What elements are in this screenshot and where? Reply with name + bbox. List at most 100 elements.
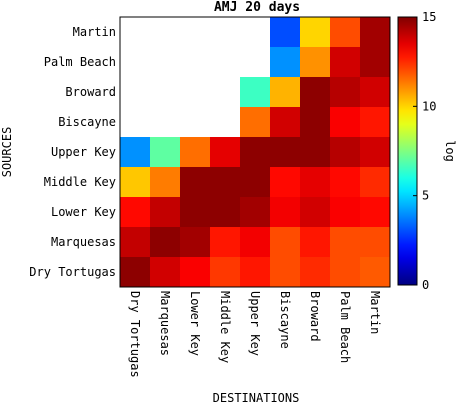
chart-title: AMJ 20 days <box>214 0 300 15</box>
colorbar-tick-label: 10 <box>422 99 436 113</box>
y-tick-label: Martin <box>73 25 116 39</box>
heatmap-cell <box>150 47 181 78</box>
heatmap-cell <box>240 47 271 78</box>
heatmap-cell <box>360 227 391 258</box>
y-tick-label: Dry Tortugas <box>29 265 116 279</box>
heatmap-cell <box>270 197 301 228</box>
heatmap-cell <box>180 197 211 228</box>
heatmap-cell <box>360 77 391 108</box>
y-axis-label: SOURCES <box>0 127 14 178</box>
heatmap-cell <box>150 227 181 258</box>
heatmap-cell <box>270 107 301 138</box>
heatmap-cell <box>240 107 271 138</box>
heatmap-cell <box>240 227 271 258</box>
heatmap-cell <box>360 197 391 228</box>
heatmap-cell <box>360 167 391 198</box>
y-tick-labels: Martin Palm Beach Broward Biscayne Upper Key… <box>29 25 116 279</box>
heatmap-cell <box>120 197 151 228</box>
colorbar-tick-label: 15 <box>422 10 436 24</box>
plot-frame <box>119 16 391 288</box>
heatmap-cell <box>150 137 181 168</box>
heatmap-cell <box>360 107 391 138</box>
heatmap-cell <box>180 47 211 78</box>
colorbar-tick-label: 5 <box>422 189 429 203</box>
heatmap-cell <box>330 167 361 198</box>
y-tick-label: Upper Key <box>51 145 116 159</box>
heatmap-cell <box>300 257 331 288</box>
x-tick-label: Martin <box>368 291 382 334</box>
heatmap-cell <box>210 227 241 258</box>
heatmap-cell <box>120 77 151 108</box>
y-tick-label: Biscayne <box>58 115 116 129</box>
y-tick-label: Lower Key <box>51 205 116 219</box>
heatmap-cell <box>240 17 271 48</box>
heatmap-cell <box>240 77 271 108</box>
heatmap-cell <box>150 167 181 198</box>
heatmap-cell <box>300 137 331 168</box>
heatmap-cell <box>240 137 271 168</box>
x-tick-labels: Dry Tortugas Marquesas Lower Key Middle Key… <box>128 291 382 378</box>
x-axis-label: DESTINATIONS <box>213 391 300 405</box>
heatmap-cell <box>150 197 181 228</box>
heatmap-cell <box>270 47 301 78</box>
heatmap-cell <box>120 137 151 168</box>
heatmap-cell <box>360 257 391 288</box>
heatmap-cell <box>120 107 151 138</box>
y-tick-label: Middle Key <box>44 175 116 189</box>
heatmap-cell <box>330 47 361 78</box>
heatmap-cell <box>300 47 331 78</box>
heatmap-cell <box>360 137 391 168</box>
y-tick-label: Palm Beach <box>44 55 116 69</box>
heatmap-cell <box>210 137 241 168</box>
heatmap-cell <box>210 77 241 108</box>
heatmap-cell <box>300 167 331 198</box>
heatmap-cell <box>180 257 211 288</box>
heatmap-cell <box>150 257 181 288</box>
heatmap-cell <box>150 107 181 138</box>
heatmap-cell <box>300 107 331 138</box>
heatmap-cell <box>330 257 361 288</box>
heatmap-cell <box>300 197 331 228</box>
heatmap-cell <box>180 137 211 168</box>
heatmap-cell <box>270 77 301 108</box>
heatmap-cell <box>270 17 301 48</box>
heatmap-cell <box>210 197 241 228</box>
heatmap-cell <box>330 197 361 228</box>
heatmap-cell <box>360 17 391 48</box>
colorbar-tick-labels: 0 5 10 15 <box>413 10 436 292</box>
heatmap-cell <box>180 17 211 48</box>
heatmap-cell <box>180 77 211 108</box>
colorbar-label: log <box>443 140 457 162</box>
heatmap-cell <box>210 47 241 78</box>
heatmap-cell <box>240 257 271 288</box>
heatmap-cell <box>300 17 331 48</box>
heatmap-cell <box>150 17 181 48</box>
heatmap-cell <box>270 137 301 168</box>
heatmap-cell <box>120 227 151 258</box>
heatmap-cell <box>210 257 241 288</box>
heatmap-cell <box>270 227 301 258</box>
heatmap-cell <box>180 227 211 258</box>
heatmap-cell <box>180 107 211 138</box>
x-tick-label: Dry Tortugas <box>128 291 142 378</box>
heatmap-cell <box>210 167 241 198</box>
x-tick-label: Palm Beach <box>338 291 352 363</box>
y-tick-label: Broward <box>65 85 116 99</box>
heatmap-cell <box>270 257 301 288</box>
heatmap-cell <box>240 197 271 228</box>
heatmap-cell <box>330 77 361 108</box>
x-tick-label: Lower Key <box>188 291 202 356</box>
x-tick-label: Upper Key <box>248 291 262 356</box>
heatmap-cell <box>300 77 331 108</box>
heatmap-cell <box>150 77 181 108</box>
heatmap-cell <box>300 227 331 258</box>
y-tick-label: Marquesas <box>51 235 116 249</box>
heatmap-cell <box>270 167 301 198</box>
heatmap-cell <box>240 167 271 198</box>
x-tick-label: Middle Key <box>218 291 232 363</box>
heatmap-cell <box>120 47 151 78</box>
x-tick-label: Biscayne <box>278 291 292 349</box>
heatmap-cell <box>120 17 151 48</box>
heatmap-cell <box>120 167 151 198</box>
heatmap-cell <box>330 17 361 48</box>
